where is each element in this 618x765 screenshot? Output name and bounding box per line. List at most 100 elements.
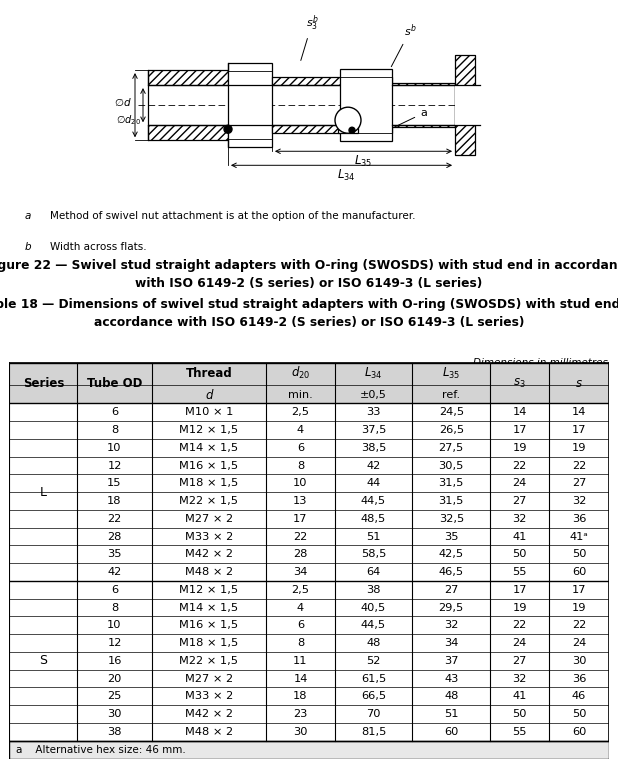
Text: 19: 19	[512, 603, 527, 613]
Text: b: b	[24, 242, 31, 252]
Text: 20: 20	[108, 673, 122, 684]
Text: 31,5: 31,5	[439, 478, 464, 488]
Text: 52: 52	[366, 656, 381, 666]
Text: 44: 44	[366, 478, 381, 488]
Text: 10: 10	[293, 478, 308, 488]
Bar	[9, 439, 609, 457]
Text: 10: 10	[108, 620, 122, 630]
Text: Thread: Thread	[185, 366, 232, 379]
Bar	[228, 63, 272, 148]
Text: M18 × 1,5: M18 × 1,5	[179, 478, 239, 488]
Text: Method of swivel nut attachment is at the option of the manufacturer.: Method of swivel nut attachment is at th…	[51, 211, 416, 221]
Text: M48 × 2: M48 × 2	[185, 567, 233, 577]
Text: Width across flats.: Width across flats.	[51, 242, 147, 252]
Text: M16 × 1,5: M16 × 1,5	[179, 461, 239, 470]
Text: 14: 14	[294, 673, 308, 684]
Text: 10: 10	[108, 443, 122, 453]
Text: M14 × 1,5: M14 × 1,5	[179, 603, 239, 613]
Text: 17: 17	[512, 584, 527, 595]
Text: $L_{34}$: $L_{34}$	[364, 366, 383, 380]
Text: 32,5: 32,5	[439, 514, 464, 524]
Text: 8: 8	[297, 638, 304, 648]
Text: 34: 34	[294, 567, 308, 577]
Text: 64: 64	[366, 567, 381, 577]
Text: 60: 60	[572, 727, 586, 737]
Bar	[9, 599, 609, 617]
Bar	[272, 125, 392, 133]
Text: 30: 30	[108, 709, 122, 719]
Text: 48: 48	[444, 692, 459, 702]
Bar	[392, 83, 455, 85]
Text: M42 × 2: M42 × 2	[185, 549, 233, 559]
Text: 46,5: 46,5	[439, 567, 464, 577]
Text: S: S	[40, 654, 48, 667]
Text: 17: 17	[572, 584, 586, 595]
Text: 41: 41	[512, 532, 527, 542]
Bar	[9, 688, 609, 705]
Text: $L_{35}$: $L_{35}$	[354, 155, 373, 169]
Text: M18 × 1,5: M18 × 1,5	[179, 638, 239, 648]
Text: 43: 43	[444, 673, 459, 684]
Circle shape	[224, 125, 232, 133]
Text: 36: 36	[572, 673, 586, 684]
Text: $d_{20}$: $d_{20}$	[291, 365, 310, 381]
Text: 17: 17	[293, 514, 308, 524]
Text: M22 × 1,5: M22 × 1,5	[179, 656, 239, 666]
Text: 51: 51	[444, 709, 459, 719]
Text: 22: 22	[513, 620, 527, 630]
Text: 15: 15	[108, 478, 122, 488]
Text: 44,5: 44,5	[361, 496, 386, 506]
Text: 19: 19	[572, 443, 586, 453]
Bar	[338, 123, 358, 133]
Text: 12: 12	[108, 638, 122, 648]
Text: 8: 8	[297, 461, 304, 470]
Text: $\emptyset d$: $\emptyset d$	[114, 96, 132, 108]
Text: 42: 42	[366, 461, 381, 470]
Bar	[148, 70, 228, 85]
Text: 6: 6	[297, 443, 304, 453]
Text: ±0,5: ±0,5	[360, 390, 387, 400]
Bar	[9, 403, 609, 422]
Text: L: L	[40, 486, 47, 499]
Text: 66,5: 66,5	[361, 692, 386, 702]
Text: 19: 19	[572, 603, 586, 613]
Text: 30: 30	[572, 656, 586, 666]
Text: 17: 17	[572, 425, 586, 435]
Text: 40,5: 40,5	[361, 603, 386, 613]
Text: 60: 60	[572, 567, 586, 577]
Text: 60: 60	[444, 727, 459, 737]
Text: a: a	[394, 108, 427, 127]
Text: a: a	[24, 211, 31, 221]
Text: M14 × 1,5: M14 × 1,5	[179, 443, 239, 453]
Text: 24: 24	[572, 638, 586, 648]
Text: 27: 27	[512, 496, 527, 506]
Text: M22 × 1,5: M22 × 1,5	[179, 496, 239, 506]
Text: 25: 25	[108, 692, 122, 702]
Text: 8: 8	[111, 425, 118, 435]
Text: 22: 22	[572, 461, 586, 470]
Text: 8: 8	[111, 603, 118, 613]
Text: min.: min.	[288, 390, 313, 400]
Text: 48,5: 48,5	[361, 514, 386, 524]
Text: 2,5: 2,5	[292, 407, 310, 417]
Text: 6: 6	[111, 407, 118, 417]
Text: 32: 32	[512, 514, 527, 524]
Text: 22: 22	[513, 461, 527, 470]
Text: 32: 32	[572, 496, 586, 506]
Text: 23: 23	[294, 709, 308, 719]
Bar	[392, 83, 455, 85]
Text: 4: 4	[297, 603, 304, 613]
Text: M42 × 2: M42 × 2	[185, 709, 233, 719]
Text: M12 × 1,5: M12 × 1,5	[179, 584, 239, 595]
Text: 32: 32	[512, 673, 527, 684]
Text: 4: 4	[297, 425, 304, 435]
Text: d: d	[205, 389, 213, 402]
Text: 34: 34	[444, 638, 459, 648]
Bar	[9, 492, 609, 510]
Text: 27: 27	[512, 656, 527, 666]
Bar	[9, 652, 609, 669]
Text: Dimensions in millimetres: Dimensions in millimetres	[473, 358, 607, 368]
Bar	[9, 403, 77, 581]
Bar	[148, 70, 228, 85]
Text: M33 × 2: M33 × 2	[185, 532, 233, 542]
